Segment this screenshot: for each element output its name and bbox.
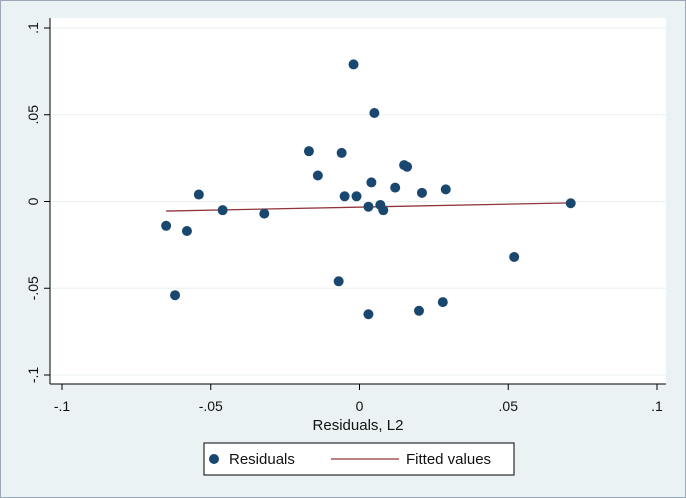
residual-points xyxy=(161,59,576,320)
gridlines xyxy=(50,27,666,376)
residual-point xyxy=(181,225,192,236)
residual-point xyxy=(366,177,377,188)
legend-label-fitted: Fitted values xyxy=(406,451,491,468)
y-tick-label: -.05 xyxy=(25,276,41,300)
x-axis-ticks: -.1 -.05 0 .05 .1 xyxy=(54,384,663,414)
residual-point xyxy=(193,189,204,200)
residual-point xyxy=(565,198,576,209)
x-tick-label: -.1 xyxy=(54,398,71,414)
residual-point xyxy=(339,191,350,202)
residual-point xyxy=(217,205,228,216)
residual-point xyxy=(378,205,389,216)
residual-point xyxy=(348,59,359,70)
residual-point xyxy=(336,147,347,158)
x-tick-label: .05 xyxy=(499,398,519,414)
residual-point xyxy=(312,170,323,181)
y-tick-label: .05 xyxy=(25,105,41,125)
residual-point xyxy=(170,290,181,301)
residual-point xyxy=(509,252,520,263)
x-axis-title: Residuals, L2 xyxy=(313,417,404,434)
residual-point xyxy=(303,146,314,157)
x-tick-label: .1 xyxy=(651,398,663,414)
residual-point xyxy=(440,184,451,195)
legend: Residuals Fitted values xyxy=(203,442,515,476)
y-tick-label: 0 xyxy=(25,197,41,205)
y-tick-label: -.1 xyxy=(25,367,41,384)
residual-point xyxy=(161,220,172,231)
residual-point xyxy=(333,276,344,287)
residual-point xyxy=(351,191,362,202)
y-tick-label: .1 xyxy=(25,22,41,34)
residual-point xyxy=(416,187,427,198)
residual-point xyxy=(437,297,448,308)
y-axis-ticks: -.1 -.05 0 .05 .1 xyxy=(25,22,50,383)
residual-point xyxy=(402,161,413,172)
residual-point xyxy=(369,108,380,119)
residual-point xyxy=(414,305,424,316)
residual-point xyxy=(390,182,401,193)
residual-point xyxy=(363,201,374,212)
legend-label-residuals: Residuals xyxy=(229,451,295,468)
x-tick-label: -.05 xyxy=(199,398,223,414)
legend-marker-residuals xyxy=(209,454,219,464)
residual-point xyxy=(259,208,270,219)
residual-point xyxy=(363,309,374,320)
x-tick-label: 0 xyxy=(356,398,364,414)
